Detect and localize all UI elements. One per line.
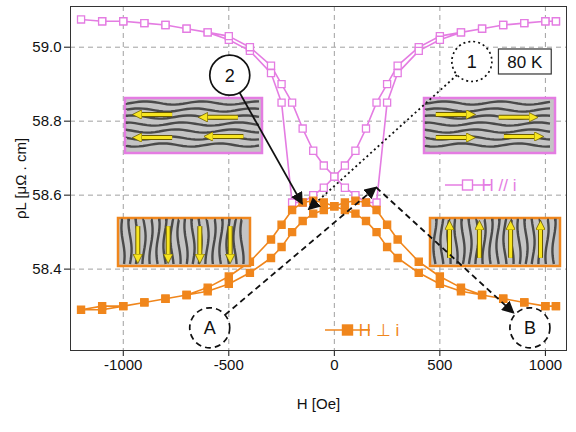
svg-text:1000: 1000 (529, 356, 562, 373)
svg-text:58.8: 58.8 (32, 112, 61, 129)
svg-text:H // i: H // i (482, 176, 517, 195)
svg-text:H [Oe]: H [Oe] (297, 395, 340, 412)
svg-text:2: 2 (225, 66, 235, 86)
svg-text:-1000: -1000 (104, 356, 142, 373)
svg-text:59.0: 59.0 (32, 38, 61, 55)
svg-text:ρL [μΩ . cm]: ρL [μΩ . cm] (12, 138, 29, 219)
svg-text:B: B (524, 318, 536, 338)
svg-text:H ⊥ i: H ⊥ i (359, 321, 400, 340)
svg-text:58.4: 58.4 (32, 260, 61, 277)
svg-text:A: A (204, 318, 216, 338)
svg-text:58.6: 58.6 (32, 186, 61, 203)
svg-text:80 K: 80 K (507, 53, 543, 72)
svg-text:-500: -500 (214, 356, 244, 373)
svg-text:1: 1 (467, 52, 477, 72)
svg-text:0: 0 (330, 356, 338, 373)
svg-text:500: 500 (427, 356, 452, 373)
